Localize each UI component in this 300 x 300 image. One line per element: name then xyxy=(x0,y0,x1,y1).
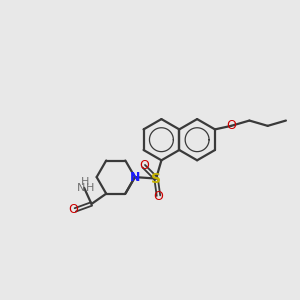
Text: N: N xyxy=(76,183,85,194)
Text: O: O xyxy=(68,203,78,216)
Text: O: O xyxy=(226,119,236,132)
Text: O: O xyxy=(154,190,164,203)
Text: H: H xyxy=(80,178,89,188)
Text: H: H xyxy=(86,183,94,194)
Text: O: O xyxy=(139,158,149,172)
Text: S: S xyxy=(151,172,161,186)
Text: N: N xyxy=(130,171,140,184)
